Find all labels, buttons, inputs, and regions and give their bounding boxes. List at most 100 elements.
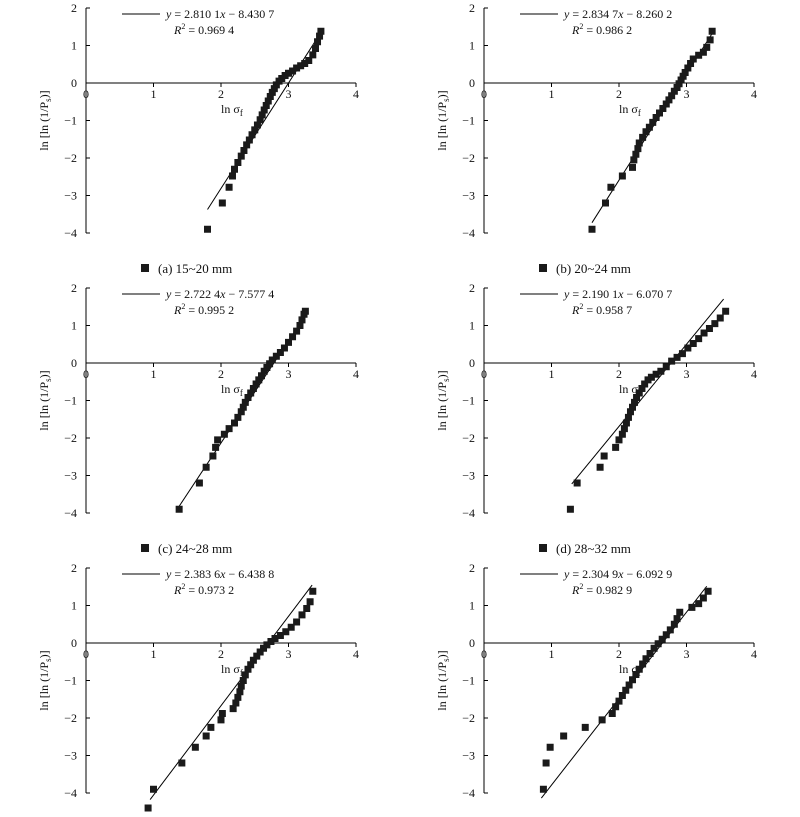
caption-marker <box>141 264 149 272</box>
data-point <box>573 479 581 487</box>
data-point <box>298 611 306 619</box>
y-axis-label: ln [ln (1/Ps)] <box>37 90 53 150</box>
data-point <box>699 594 707 602</box>
fit-equation: y = 2.810 1x − 8.430 7 <box>165 7 274 21</box>
y-axis-label-end: )] <box>435 650 449 658</box>
data-point <box>293 327 301 335</box>
data-point <box>263 364 271 371</box>
y-axis-label-sub: s <box>441 658 451 662</box>
x-tick-label: 1 <box>151 647 157 661</box>
fit-equation-intercept: − 7.577 4 <box>225 287 274 301</box>
y-tick-label: −1 <box>64 394 77 408</box>
data-point <box>581 723 589 731</box>
y-tick-label: 1 <box>71 39 77 53</box>
y-axis-label-sub: s <box>43 658 53 662</box>
data-point <box>241 398 249 406</box>
caption-marker <box>539 264 547 272</box>
data-point <box>600 452 608 460</box>
x-tick-label: 0 <box>83 87 89 101</box>
data-point <box>629 163 636 171</box>
data-point <box>262 102 270 109</box>
data-point <box>711 320 719 328</box>
data-point <box>666 626 674 634</box>
r-squared-value: = 0.958 7 <box>583 303 632 317</box>
data-point <box>705 325 713 332</box>
fit-equation-intercept: − 6.438 8 <box>225 567 274 581</box>
r-squared-sup: 2 <box>579 302 583 311</box>
data-point <box>695 600 703 608</box>
y-axis-label-end: )] <box>37 370 51 378</box>
data-point <box>689 55 697 63</box>
x-tick-label: 4 <box>751 367 757 381</box>
r-squared-value: = 0.995 2 <box>185 303 234 317</box>
x-tick-label: 4 <box>751 647 757 661</box>
data-point <box>285 69 292 77</box>
data-point <box>649 118 657 126</box>
y-tick-label: 2 <box>469 1 475 15</box>
data-point <box>266 360 274 368</box>
data-point <box>178 759 186 767</box>
data-point <box>673 353 681 361</box>
data-point <box>612 443 620 451</box>
x-tick-label: 0 <box>481 87 487 101</box>
y-axis-label-main: ln [ln (1/P <box>435 102 449 151</box>
data-point <box>260 106 268 114</box>
y-axis-label-main: ln [ln (1/P <box>37 102 51 151</box>
data-point <box>624 413 632 421</box>
data-point <box>641 380 649 388</box>
x-tick-label: 0 <box>481 647 487 661</box>
data-point <box>287 623 295 631</box>
fit-equation: y = 2.722 4x − 7.577 4 <box>165 287 274 301</box>
data-point <box>622 686 630 694</box>
data-point <box>285 338 292 346</box>
data-point <box>202 732 210 740</box>
data-point <box>256 116 264 124</box>
data-point <box>264 97 272 105</box>
fit-equation-coef: = 2.834 7 <box>569 7 618 21</box>
data-point <box>670 620 678 628</box>
data-point <box>602 199 609 207</box>
y-tick-label: −4 <box>462 226 475 240</box>
data-point <box>708 27 716 35</box>
y-tick-label: 0 <box>469 356 475 370</box>
data-point <box>673 84 681 91</box>
y-axis-label: ln [ln (1/Ps)] <box>435 370 451 430</box>
x-tick-label: 2 <box>218 367 224 381</box>
data-point <box>209 452 217 460</box>
caption-marker <box>539 544 547 552</box>
data-point <box>670 87 678 95</box>
x-tick-label: 0 <box>83 647 89 661</box>
data-point <box>560 732 568 740</box>
data-point <box>607 183 615 191</box>
x-axis-label-main: ln σ <box>619 382 638 396</box>
data-point <box>258 372 265 380</box>
fit-equation-x: x <box>219 287 226 301</box>
data-point <box>260 367 268 375</box>
data-point <box>699 48 707 56</box>
y-axis-label-main: ln [ln (1/P <box>37 662 51 711</box>
y-axis-label: ln [ln (1/Ps)] <box>37 370 53 430</box>
data-point <box>314 38 322 46</box>
y-axis-label-main: ln [ln (1/P <box>435 382 449 431</box>
x-axis-label-main: ln σ <box>221 102 240 116</box>
data-point <box>620 425 628 433</box>
data-point <box>301 307 309 315</box>
data-point <box>276 632 284 639</box>
data-point <box>276 349 284 356</box>
fit-equation-y: y <box>563 567 570 581</box>
r-squared-sup: 2 <box>181 582 185 591</box>
data-point <box>272 81 280 89</box>
data-point <box>635 139 643 147</box>
data-point <box>218 710 226 717</box>
data-point <box>639 133 647 141</box>
data-point <box>657 367 665 375</box>
data-point <box>546 743 554 751</box>
data-point <box>654 640 662 648</box>
y-tick-label: −4 <box>64 226 77 240</box>
y-tick-label: 0 <box>71 636 77 650</box>
x-axis-label-main: ln σ <box>221 382 240 396</box>
data-point <box>542 759 550 767</box>
x-axis-label-main: ln σ <box>221 662 240 676</box>
data-point <box>195 479 203 487</box>
